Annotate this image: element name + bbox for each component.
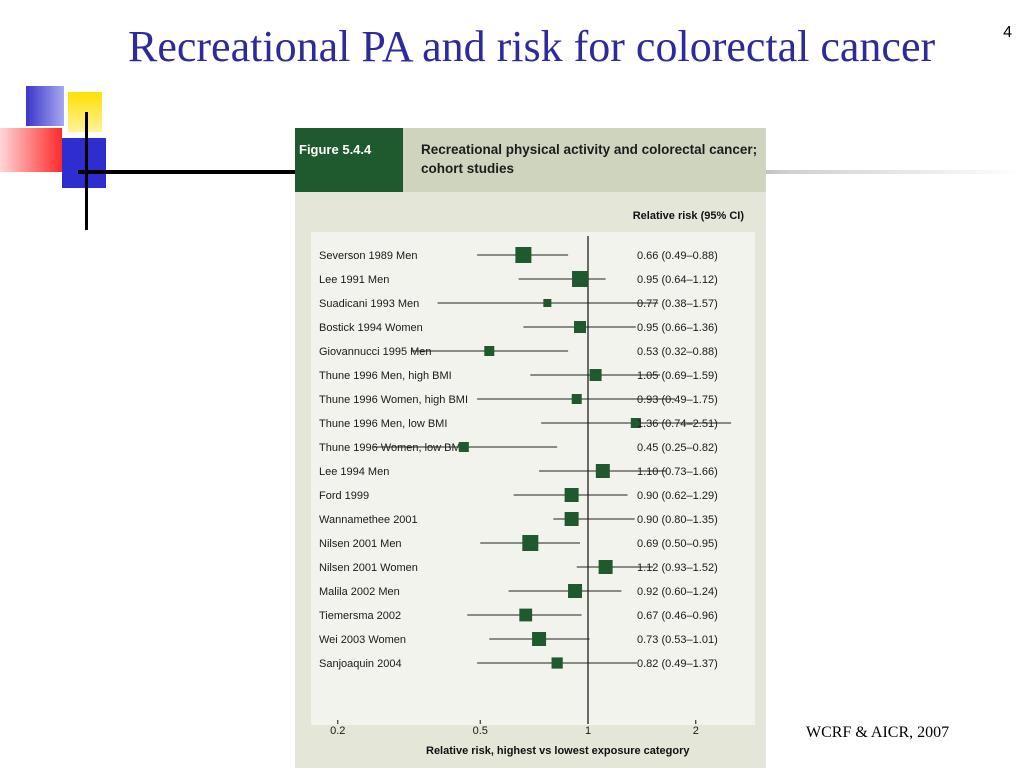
estimate-marker [532,632,547,646]
x-axis-title: Relative risk, highest vs lowest exposur… [426,745,690,757]
study-label: Sanjoaquin 2004 [319,658,402,670]
estimate-marker [543,299,552,307]
estimate-label: 0.90 (0.62–1.29) [637,490,718,502]
column-header-relative-risk: Relative risk (95% CI) [632,210,744,222]
estimate-marker [484,346,495,356]
study-label: Thune 1996 Men, high BMI [319,370,452,382]
estimate-marker [598,560,613,574]
deco-vertical-line [85,112,88,230]
estimate-label: 0.73 (0.53–1.01) [637,634,718,646]
study-label: Lee 1991 Men [319,274,389,286]
x-tick-label: 1 [585,725,591,737]
estimate-marker [572,271,589,287]
source-citation: WCRF & AICR, 2007 [806,724,950,741]
study-label: Thune 1996 Women, low BMI [319,442,464,454]
estimate-label: 0.93 (0.49–1.75) [637,394,718,406]
study-label: Bostick 1994 Women [319,322,423,334]
study-label: Wei 2003 Women [319,634,406,646]
estimate-label: 0.95 (0.66–1.36) [637,322,718,334]
study-label: Nilsen 2001 Women [319,562,418,574]
estimate-label: 0.82 (0.49–1.37) [637,658,718,670]
estimate-label: 0.92 (0.60–1.24) [637,586,718,598]
estimate-label: 1.10 (0.73–1.66) [637,466,718,478]
study-label: Malila 2002 Men [319,586,400,598]
estimate-marker [564,512,579,526]
estimate-label: 0.45 (0.25–0.82) [637,442,718,454]
estimate-marker [574,321,587,333]
estimate-marker [458,442,469,452]
figure-label: Figure 5.4.4 [295,128,403,192]
study-label: Tiemersma 2002 [319,610,401,622]
study-label: Lee 1994 Men [319,466,389,478]
study-label: Thune 1996 Women, high BMI [319,394,468,406]
forest-plot: Severson 1989 Men 0.66 (0.49–0.88) Lee 199… [319,236,732,757]
deco-red-square [0,128,62,172]
forest-plot-figure: Figure 5.4.4 Recreational physical activ… [295,128,766,768]
estimate-marker [595,464,610,478]
estimate-label: 0.90 (0.80–1.35) [637,514,718,526]
estimate-label: 0.77 (0.38–1.57) [637,298,718,310]
study-label: Giovannucci 1995 Men [319,346,432,358]
study-label: Severson 1989 Men [319,250,417,262]
estimate-marker [522,535,539,551]
estimate-marker [571,394,582,404]
estimate-label: 0.69 (0.50–0.95) [637,538,718,550]
estimate-marker [564,488,579,502]
estimate-marker [589,369,602,381]
estimate-marker [630,418,641,428]
x-tick-label: 2 [693,725,699,737]
estimate-label: 1.05 (0.69–1.59) [637,370,718,382]
figure-header: Figure 5.4.4 Recreational physical activ… [295,128,766,192]
deco-blue-square-bottom [62,138,106,188]
estimate-label: 0.66 (0.49–0.88) [637,250,718,262]
estimate-marker [519,608,533,622]
page-number: 4 [1003,24,1012,41]
estimate-marker [515,247,532,263]
estimate-marker [568,584,583,598]
study-label: Nilsen 2001 Men [319,538,402,550]
study-label: Wannamethee 2001 [319,514,418,526]
study-label: Suadicani 1993 Men [319,298,419,310]
study-label: Ford 1999 [319,490,369,502]
estimate-label: 1.12 (0.93–1.52) [637,562,718,574]
study-label: Thune 1996 Men, low BMI [319,418,447,430]
estimate-label: 0.53 (0.32–0.88) [637,346,718,358]
estimate-label: 1.36 (0.74–2.51) [637,418,718,430]
x-tick-label: 0.5 [473,725,488,737]
estimate-label: 0.95 (0.64–1.12) [637,274,718,286]
figure-title: Recreational physical activity and color… [421,142,758,176]
deco-blue-square-top [26,86,64,126]
estimate-label: 0.67 (0.46–0.96) [637,610,718,622]
slide-title: Recreational PA and risk for colorectal … [128,22,936,71]
estimate-marker [551,657,563,669]
x-tick-label: 0.2 [330,725,345,737]
